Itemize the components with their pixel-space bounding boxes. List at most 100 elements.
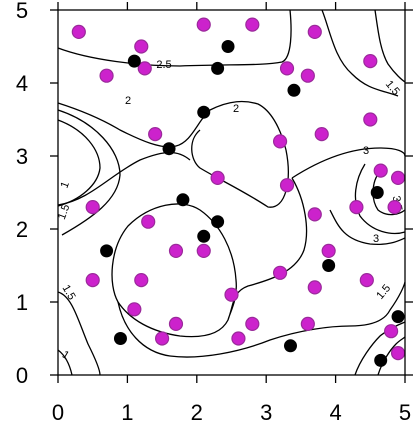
contour-label: 1 <box>60 349 71 362</box>
magenta-data-point <box>349 200 364 215</box>
black-data-point <box>176 193 190 207</box>
magenta-data-point <box>127 302 142 317</box>
magenta-data-point <box>155 331 170 346</box>
magenta-data-point <box>134 273 149 288</box>
magenta-data-point <box>279 61 295 76</box>
magenta-data-point <box>363 53 378 69</box>
magenta-data-point <box>307 24 322 39</box>
magenta-data-point <box>363 112 378 127</box>
magenta-data-point <box>384 324 399 339</box>
contour-label: 2 <box>125 95 131 107</box>
magenta-data-point <box>373 163 388 178</box>
contour-label: 1.5 <box>383 78 402 97</box>
magenta-data-point <box>168 316 184 331</box>
contour-label: 1.5 <box>56 203 73 221</box>
magenta-data-point <box>168 243 184 258</box>
magenta-data-point <box>85 273 100 288</box>
magenta-data-point <box>307 207 322 222</box>
contour-line-2b <box>321 9 399 97</box>
contour-label: 2.5 <box>156 59 171 71</box>
black-data-point <box>113 332 127 345</box>
scatter-points <box>71 17 406 367</box>
contour-line-1-5b <box>57 109 121 236</box>
y-tick-label: 3 <box>16 144 28 169</box>
contour-label: 1 <box>58 180 71 190</box>
magenta-data-point <box>245 17 260 32</box>
contour-line-3b <box>291 147 406 179</box>
magenta-data-point <box>224 287 239 302</box>
magenta-data-point <box>359 273 374 288</box>
magenta-data-point <box>148 127 163 142</box>
contour-label: 1.5 <box>60 283 78 302</box>
magenta-data-point <box>245 316 260 331</box>
y-tick-label: 5 <box>16 0 28 23</box>
x-tick-label: 4 <box>329 400 341 425</box>
black-data-point <box>374 353 388 367</box>
black-data-point <box>283 339 297 353</box>
contour-line-2-5a <box>57 9 292 67</box>
contour-line-3d <box>354 163 406 235</box>
magenta-data-point <box>390 170 406 185</box>
magenta-data-point <box>279 178 295 193</box>
y-tick-label: 4 <box>16 71 28 96</box>
black-data-point <box>211 215 225 229</box>
contour-label: 2 <box>233 103 239 115</box>
contour-line-3c <box>329 209 406 246</box>
contour-line-1b <box>57 349 73 376</box>
black-data-point <box>211 61 225 75</box>
y-tick-label: 2 <box>16 217 28 242</box>
magenta-data-point <box>196 243 211 258</box>
magenta-data-point <box>272 265 288 280</box>
magenta-data-point <box>231 331 246 346</box>
contour-label: 3 <box>363 145 369 157</box>
contour-line-1a <box>57 119 101 207</box>
contour-label: 1.5 <box>374 282 393 301</box>
black-data-point <box>370 186 384 199</box>
x-tick-label: 3 <box>260 400 272 425</box>
y-tick-label: 0 <box>16 363 28 388</box>
magenta-data-point <box>134 39 149 54</box>
contour-line-3a <box>111 177 308 338</box>
magenta-data-point <box>272 134 288 149</box>
black-data-point <box>127 54 141 68</box>
black-data-point <box>197 229 211 243</box>
black-data-point <box>322 259 336 272</box>
contour-label: 3 <box>373 233 379 245</box>
x-tick-label: 1 <box>121 400 133 425</box>
magenta-data-point <box>300 68 315 83</box>
contour-line-1-5a <box>374 9 406 83</box>
contour-line-3e <box>354 321 406 376</box>
magenta-data-point <box>99 68 114 83</box>
tick-labels: 0 1 2 3 4 5 0 1 2 3 4 5 <box>16 0 411 425</box>
black-data-point <box>197 105 211 119</box>
axis-ticks <box>50 2 413 383</box>
magenta-data-point <box>300 316 315 331</box>
black-data-point <box>162 142 176 156</box>
contour-line-2d <box>117 281 406 358</box>
y-tick-label: 1 <box>16 290 28 315</box>
magenta-data-point <box>141 214 156 229</box>
magenta-data-point <box>307 280 322 295</box>
black-data-point <box>287 83 301 97</box>
x-tick-label: 0 <box>52 400 64 425</box>
black-data-point <box>221 40 235 53</box>
magenta-data-point <box>387 200 402 215</box>
magenta-data-point <box>85 200 100 215</box>
contour-line-1-5c <box>57 291 101 376</box>
magenta-data-point <box>321 243 336 258</box>
magenta-data-point <box>137 61 152 76</box>
contour-lines <box>57 9 406 376</box>
x-tick-label: 2 <box>191 400 203 425</box>
x-tick-label: 5 <box>399 400 411 425</box>
magenta-data-point <box>390 346 406 361</box>
magenta-data-point <box>210 170 225 185</box>
magenta-data-point <box>314 127 329 142</box>
contour-line-3-5a <box>372 169 406 216</box>
plot-frame <box>57 9 406 376</box>
black-data-point <box>100 244 114 258</box>
magenta-data-point <box>71 24 86 39</box>
black-data-point <box>391 310 405 324</box>
magenta-data-point <box>196 17 211 32</box>
